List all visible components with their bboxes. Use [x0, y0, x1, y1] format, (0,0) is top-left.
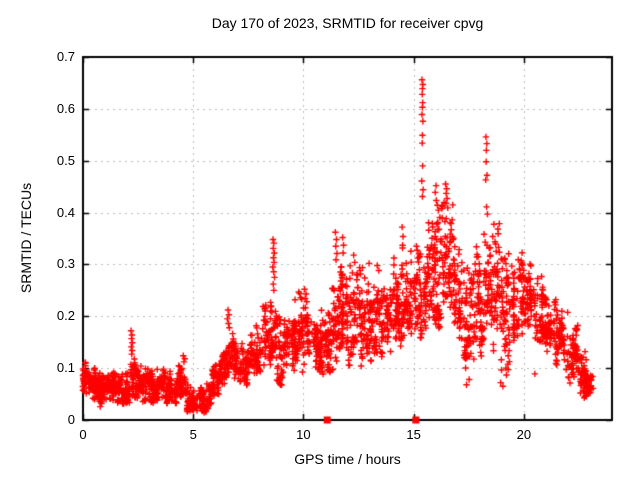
y-axis-label: SRMTID / TECUs [18, 182, 34, 294]
chart-title: Day 170 of 2023, SRMTID for receiver cpv… [211, 15, 484, 31]
x-axis-label: GPS time / hours [294, 451, 401, 467]
